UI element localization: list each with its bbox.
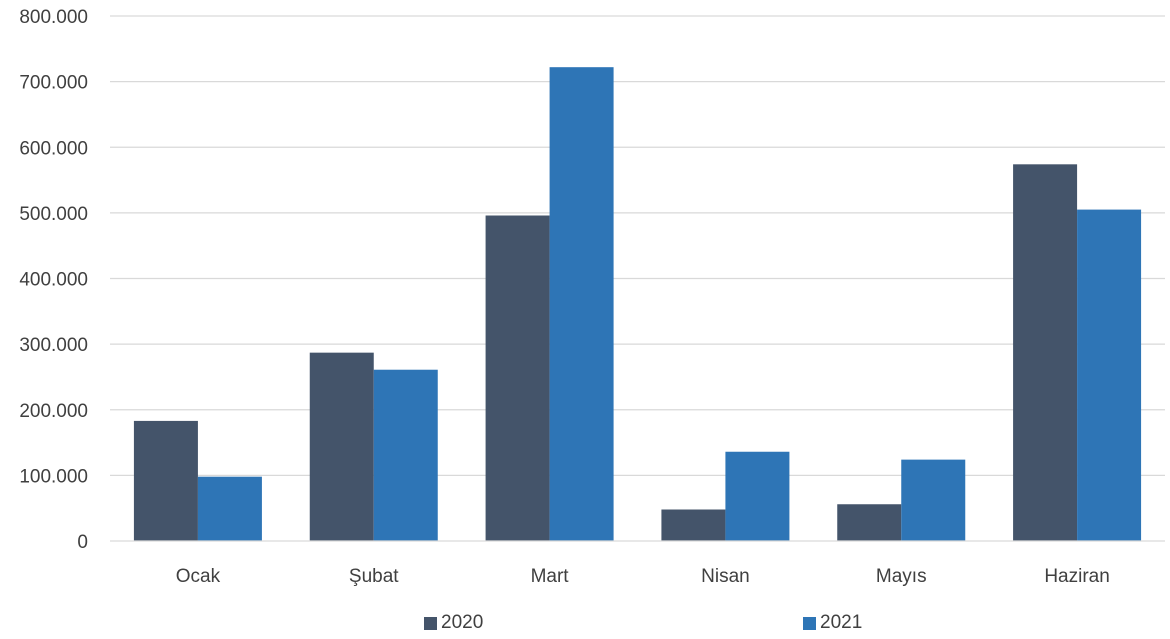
x-tick-label: Şubat [349, 566, 399, 587]
bar-2021-3 [725, 451, 790, 541]
bar-2020-4 [837, 504, 902, 541]
y-tick-label: 200.000 [19, 401, 88, 422]
bar-2020-3 [661, 509, 726, 541]
bar-2021-0 [197, 476, 262, 541]
legend-label-2021: 2021 [820, 612, 863, 633]
grid-lines [110, 15, 1165, 476]
bars [133, 67, 1142, 541]
x-tick-label: Haziran [1044, 566, 1109, 587]
bar-2021-2 [549, 67, 614, 541]
legend-item-2021: 2021 [803, 612, 862, 634]
y-tick-label: 300.000 [19, 335, 88, 356]
bar-2021-4 [901, 459, 966, 541]
bar-2020-5 [1013, 164, 1078, 541]
legend-label-2020: 2020 [441, 612, 484, 633]
bar-2021-5 [1077, 209, 1142, 541]
legend-swatch-2021 [803, 616, 816, 630]
y-tick-label: 600.000 [19, 138, 88, 159]
x-tick-label: Mart [531, 566, 570, 587]
y-tick-label: 400.000 [19, 270, 88, 291]
y-tick-label: 0 [77, 532, 88, 553]
y-tick-label: 500.000 [19, 204, 88, 225]
x-axis-tick-labels: Ocak Şubat Mart Nisan Mayıs Haziran [176, 566, 1110, 587]
bar-2020-2 [485, 215, 550, 541]
x-tick-label: Ocak [176, 566, 221, 587]
y-tick-label: 800.000 [19, 7, 88, 28]
y-axis-tick-labels: 0 100.000 200.000 300.000 400.000 500.000 600.… [19, 7, 88, 553]
y-tick-label: 100.000 [19, 466, 88, 487]
x-tick-label: Mayıs [876, 566, 927, 587]
bar-2020-1 [309, 352, 374, 541]
legend-item-2020: 2020 [424, 612, 483, 634]
legend-swatch-2020 [424, 616, 437, 630]
x-tick-label: Nisan [701, 566, 750, 587]
legend: 2020 2021 [0, 612, 1170, 638]
y-tick-label: 700.000 [19, 73, 88, 94]
bar-2020-0 [133, 420, 198, 541]
bar-2021-1 [373, 369, 438, 541]
